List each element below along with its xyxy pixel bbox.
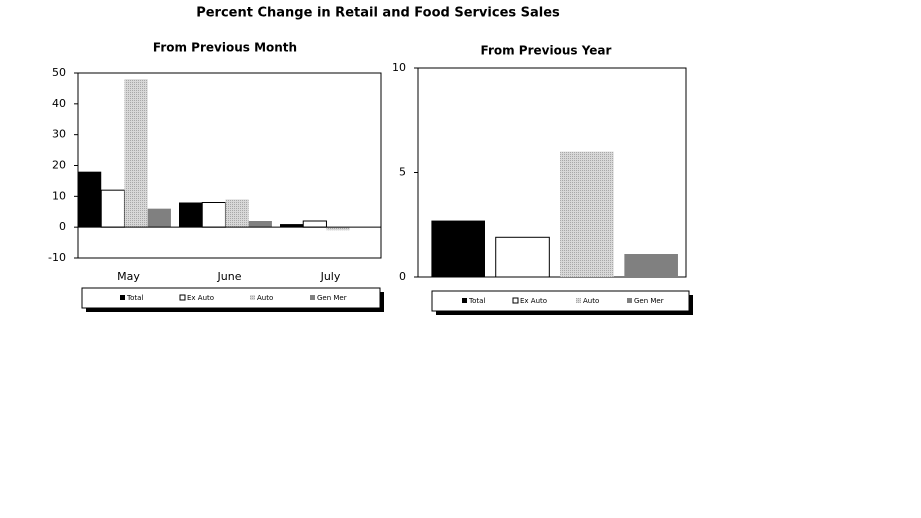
x-tick-label: May (117, 270, 140, 283)
legend-swatch (627, 298, 632, 303)
legend-swatch (120, 295, 125, 300)
legend-label: Total (126, 294, 143, 302)
legend-label: Auto (257, 294, 273, 302)
y-tick-label: 0 (59, 220, 66, 233)
legend-box (431, 290, 690, 312)
x-tick-label: July (320, 270, 341, 283)
legend-swatch (512, 297, 519, 304)
bar (280, 224, 304, 228)
bar (326, 227, 350, 231)
legend-label: Auto (583, 297, 599, 305)
legend-label: Gen Mer (317, 294, 347, 302)
y-tick-label: 20 (52, 159, 66, 172)
bar (179, 202, 203, 228)
y-tick-label: 10 (52, 189, 66, 202)
bar (431, 220, 485, 277)
y-tick-label: 5 (399, 166, 406, 179)
y-tick-label: 40 (52, 97, 66, 110)
bar (495, 236, 550, 278)
bar (248, 221, 272, 228)
bar (147, 208, 171, 228)
chart-subtitle: From Previous Month (153, 41, 297, 55)
page-title: Percent Change in Retail and Food Servic… (196, 6, 560, 21)
y-tick-label: 30 (52, 128, 66, 141)
bar (124, 79, 148, 228)
bar (201, 202, 226, 228)
legend-swatch (310, 295, 315, 300)
bar (302, 220, 327, 228)
x-tick-label: June (217, 270, 242, 283)
legend-label: Gen Mer (634, 297, 664, 305)
legend-label: Total (468, 297, 485, 305)
legend-swatch (576, 298, 581, 303)
y-tick-label: 0 (399, 270, 406, 283)
legend-swatch (462, 298, 467, 303)
chart-subtitle: From Previous Year (481, 44, 612, 58)
bar (100, 189, 125, 228)
legend-swatch (250, 295, 255, 300)
y-tick-label: 50 (52, 66, 66, 79)
bar (78, 171, 102, 228)
legend-label: Ex Auto (520, 297, 547, 305)
bar (560, 151, 614, 277)
legend-label: Ex Auto (187, 294, 214, 302)
bar (225, 199, 249, 228)
legend-box (81, 287, 381, 309)
bar (624, 254, 678, 277)
y-tick-label: -10 (48, 251, 66, 264)
legend-swatch (179, 294, 186, 301)
y-tick-label: 10 (392, 61, 406, 74)
